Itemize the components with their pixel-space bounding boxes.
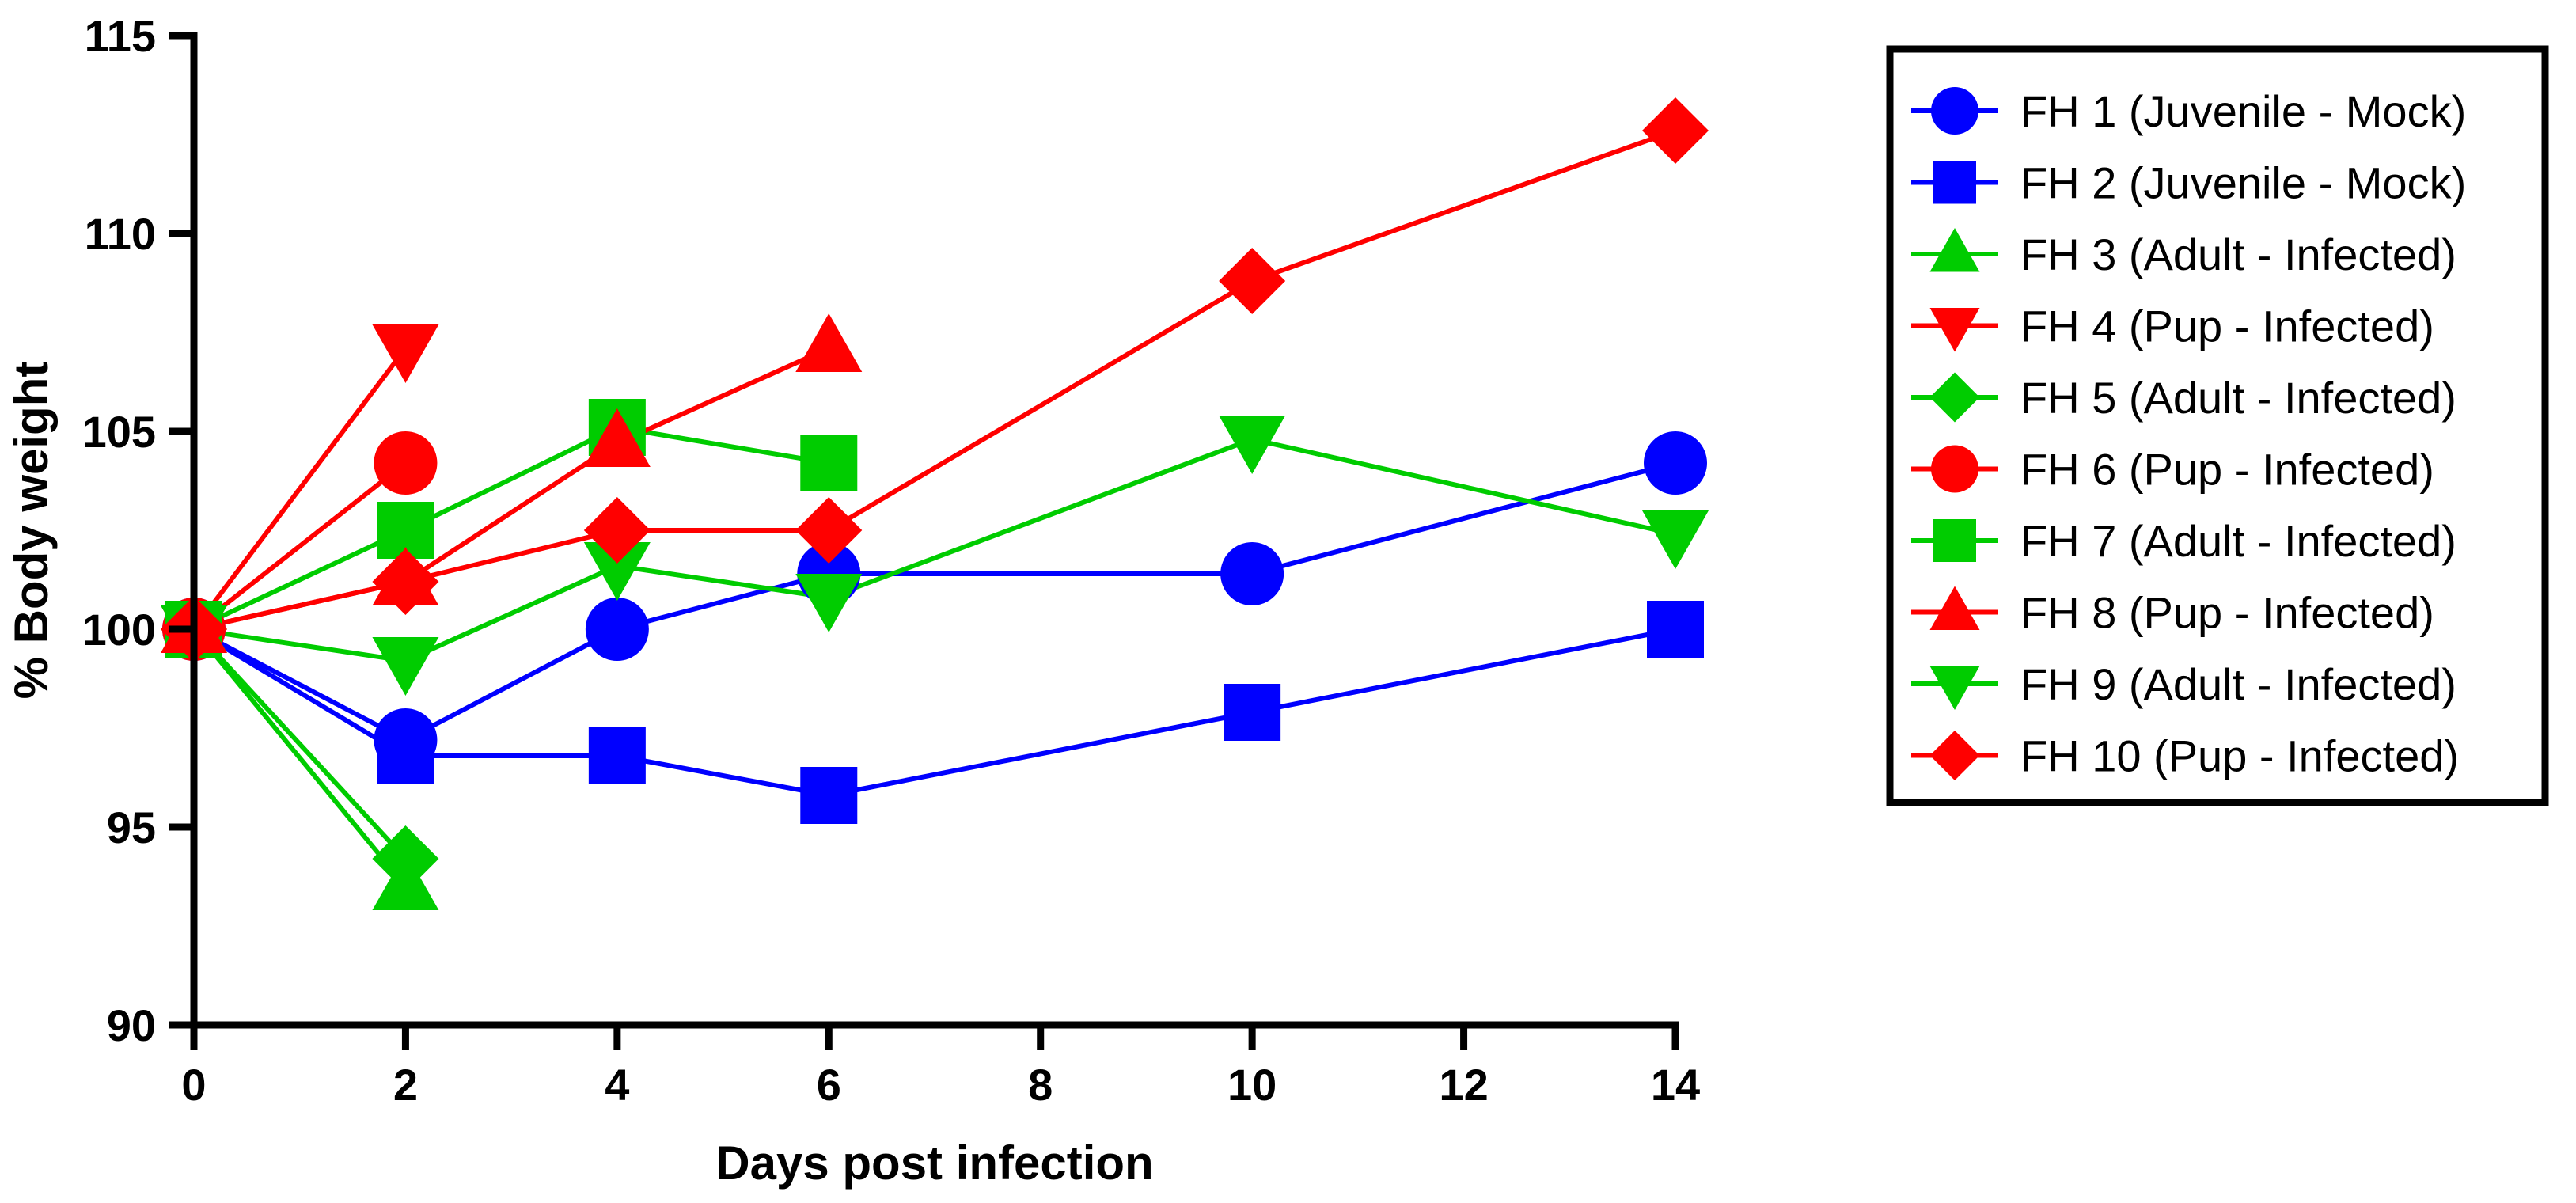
legend-swatch-marker	[1929, 586, 1980, 630]
data-point	[1224, 684, 1281, 741]
legend-item: FH 2 (Juvenile - Mock)	[1911, 158, 2466, 208]
x-tick-label: 6	[817, 1060, 841, 1110]
legend-item: FH 9 (Adult - Infected)	[1911, 659, 2456, 710]
data-point	[372, 825, 439, 892]
legend-swatch-marker	[1933, 519, 1976, 562]
legend-item: FH 7 (Adult - Infected)	[1911, 516, 2456, 566]
legend-label: FH 9 (Adult - Infected)	[2020, 659, 2456, 709]
series-line	[192, 461, 1676, 742]
data-point	[1219, 248, 1286, 314]
x-tick-label: 14	[1651, 1060, 1700, 1110]
series-fh-4-pup-infected	[192, 347, 408, 631]
x-tick-label: 10	[1227, 1060, 1277, 1110]
data-point	[795, 313, 863, 372]
legend-label: FH 4 (Pup - Infected)	[2020, 302, 2434, 351]
series-points-fh-8-pup-infected	[161, 313, 863, 653]
legend-box	[1886, 45, 2549, 806]
legend-label: FH 2 (Juvenile - Mock)	[2020, 158, 2466, 208]
data-point	[377, 727, 434, 784]
data-point	[1647, 601, 1704, 658]
series-line	[192, 627, 1676, 798]
legend-swatch-marker	[1929, 372, 1980, 423]
legend-swatch-marker	[1929, 731, 1980, 780]
y-tick-label: 100	[82, 605, 156, 655]
legend-item: FH 8 (Pup - Infected)	[1911, 586, 2434, 638]
series-fh-3-adult-infected	[192, 628, 408, 888]
series-line	[192, 347, 408, 631]
legend-item: FH 4 (Pup - Infected)	[1911, 302, 2434, 352]
series-line	[193, 437, 1676, 663]
data-point	[1642, 97, 1709, 164]
data-point	[583, 408, 651, 467]
y-axis-title: % Body weight	[5, 362, 58, 700]
legend-label: FH 5 (Adult - Infected)	[2020, 373, 2456, 423]
data-point	[1220, 542, 1284, 605]
legend-swatch-marker	[1933, 161, 1976, 204]
y-tick-label: 105	[82, 407, 156, 457]
x-tick-label: 8	[1028, 1060, 1053, 1110]
legend-swatch-marker	[1931, 445, 1978, 493]
legend-label: FH 10 (Pup - Infected)	[2020, 731, 2459, 781]
plot-area	[161, 97, 1709, 910]
series-fh-9-adult-infected	[193, 437, 1676, 663]
series-line	[192, 461, 408, 632]
data-point	[1644, 431, 1707, 495]
series-line	[192, 627, 408, 861]
legend-item: FH 6 (Pup - Infected)	[1911, 445, 2434, 495]
legend-item: FH 10 (Pup - Infected)	[1911, 731, 2459, 781]
data-point	[583, 497, 651, 564]
legend-label: FH 8 (Pup - Infected)	[2020, 588, 2434, 638]
legend-item: FH 1 (Juvenile - Mock)	[1911, 86, 2466, 136]
data-point	[1219, 416, 1286, 474]
x-tick-label: 0	[181, 1060, 206, 1110]
data-point	[585, 598, 649, 661]
data-point	[800, 435, 858, 491]
series-fh-7-adult-infected	[192, 425, 829, 632]
legend-item: FH 5 (Adult - Infected)	[1911, 372, 2456, 423]
data-point	[795, 574, 863, 632]
series-line	[192, 425, 829, 632]
axes: 90 95 100 105 110 115 0 2 4 6 8 10 12 14	[82, 11, 1701, 1110]
data-point	[588, 727, 646, 784]
data-point	[372, 324, 439, 383]
x-tick-label: 4	[605, 1060, 629, 1110]
y-tick-label: 115	[85, 11, 156, 61]
legend-label: FH 6 (Pup - Infected)	[2020, 445, 2434, 495]
x-tick-label: 12	[1439, 1060, 1488, 1110]
series-fh-1-juvenile-mock	[192, 461, 1676, 742]
y-tick-label: 90	[107, 1000, 156, 1050]
legend-swatch-marker	[1931, 87, 1978, 135]
legend-label: FH 3 (Adult - Infected)	[2020, 230, 2456, 279]
data-point	[795, 497, 863, 564]
data-point	[372, 637, 439, 696]
legend-swatch-marker	[1929, 228, 1980, 272]
x-tick-label: 2	[393, 1060, 418, 1110]
legend-swatch-marker	[1929, 666, 1980, 710]
data-point	[374, 431, 438, 495]
series-fh-6-pup-infected	[192, 461, 408, 632]
data-point	[1642, 510, 1709, 569]
x-axis-title: Days post infection	[715, 1137, 1153, 1190]
legend: FH 1 (Juvenile - Mock) FH 2 (Juvenile - M…	[1886, 45, 2549, 806]
legend-label: FH 1 (Juvenile - Mock)	[2020, 86, 2466, 136]
series-fh-10-pup-infected	[193, 128, 1677, 632]
series-fh-2-juvenile-mock	[192, 627, 1676, 798]
legend-label: FH 7 (Adult - Infected)	[2020, 516, 2456, 566]
series-points-fh-10-pup-infected	[161, 97, 1709, 662]
y-tick-label: 110	[85, 209, 156, 259]
data-point	[583, 542, 651, 601]
legend-item: FH 3 (Adult - Infected)	[1911, 228, 2456, 279]
data-point	[372, 548, 439, 615]
series-fh-5-adult-infected	[192, 627, 408, 861]
legend-swatch-marker	[1929, 308, 1980, 352]
series-line	[193, 128, 1677, 632]
series-line	[192, 628, 408, 888]
data-point	[800, 767, 858, 824]
y-tick-label: 95	[107, 803, 156, 852]
